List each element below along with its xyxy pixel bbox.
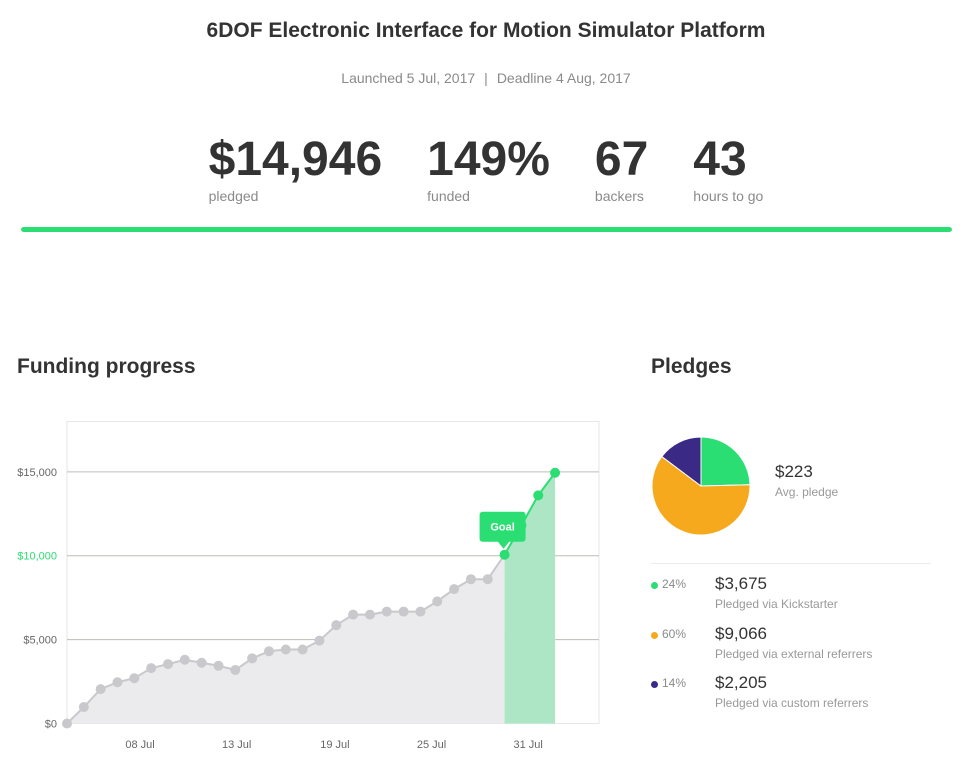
data-point[interactable] [95, 684, 106, 695]
date-separator: | [484, 70, 488, 86]
pie-slice[interactable] [661, 436, 702, 487]
data-point[interactable] [381, 606, 392, 617]
pledge-source-external: 60% $9,066 Pledged via external referrer… [651, 620, 941, 669]
data-point[interactable] [280, 644, 291, 655]
y-tick-label: $15,000 [17, 467, 57, 479]
data-point[interactable] [348, 609, 359, 620]
data-point[interactable] [162, 659, 173, 670]
data-point[interactable] [398, 606, 409, 617]
stat-value: 43 [693, 133, 747, 186]
pledges-pie-chart [651, 436, 751, 536]
launched-date: Launched 5 Jul, 2017 [341, 70, 476, 86]
data-point[interactable] [196, 657, 207, 668]
stat-value: $14,946 [208, 133, 383, 186]
stats-row: $14,946 pledged 149% funded 67 backers 4… [0, 133, 972, 205]
legend-percent: 24% [662, 577, 687, 591]
x-tick-label: 13 Jul [222, 739, 251, 751]
goal-label-pointer [497, 541, 510, 549]
pie-slice[interactable] [651, 456, 751, 536]
data-point[interactable] [314, 635, 325, 646]
campaign-dates: Launched 5 Jul, 2017 | Deadline 4 Aug, 201… [0, 70, 972, 86]
stat-value: 149% [427, 133, 550, 186]
pie-slice[interactable] [700, 436, 751, 487]
funding-progress-bar [21, 227, 952, 232]
pre-goal-area [67, 554, 505, 724]
goal-label: Goal [490, 522, 514, 534]
legend-percent: 14% [662, 676, 687, 690]
goal-data-point[interactable] [499, 549, 510, 560]
data-point[interactable] [432, 596, 443, 607]
x-tick-label: 19 Jul [320, 739, 349, 751]
data-point[interactable] [331, 620, 342, 631]
y-tick-label: $0 [45, 719, 57, 731]
funding-progress-chart: $0 $5,000 $10,000 $15,000 08 Jul 13 Jul 19 Jul… [17, 421, 600, 751]
stat-label: backers [594, 188, 644, 204]
legend-dot-icon [651, 582, 658, 589]
avg-pledge-value: $223 [775, 462, 813, 481]
pledges-heading: Pledges [651, 355, 732, 378]
y-tick-label: $10,000 [17, 551, 57, 563]
legend-dot-icon [651, 681, 658, 688]
legend-description: Pledged via custom referrers [715, 696, 869, 710]
stat-label: pledged [208, 188, 259, 204]
avg-pledge-label: Avg. pledge [775, 485, 839, 499]
data-point[interactable] [550, 467, 561, 478]
data-point[interactable] [112, 677, 123, 688]
deadline-date: Deadline 4 Aug, 2017 [496, 70, 631, 86]
funding-progress-fill [21, 227, 952, 232]
data-point[interactable] [247, 653, 258, 664]
legend-description: Pledged via external referrers [715, 646, 873, 661]
goal-marker: Goal [479, 511, 526, 549]
data-point[interactable] [129, 673, 140, 684]
data-point[interactable] [533, 490, 544, 501]
data-point[interactable] [449, 584, 460, 595]
legend-amount: $3,675 [715, 574, 767, 593]
stat-label: hours to go [693, 188, 764, 204]
stat-hours-to-go: 43 hours to go [693, 133, 764, 205]
data-point[interactable] [297, 644, 308, 655]
data-point[interactable] [263, 646, 274, 657]
stat-value: 67 [594, 133, 649, 186]
data-point[interactable] [62, 718, 72, 729]
legend-amount: $9,066 [715, 623, 767, 643]
stat-backers: 67 backers [594, 133, 649, 205]
stat-funded: 149% funded [427, 133, 550, 205]
pledge-source-custom: 14% $2,205 Pledged via custom referrers [651, 669, 941, 718]
pledge-source-kickstarter: 24% $3,675 Pledged via Kickstarter [651, 570, 941, 619]
goal-label-box [479, 511, 526, 542]
legend-description: Pledged via Kickstarter [715, 597, 838, 611]
data-point[interactable] [482, 574, 493, 585]
data-point[interactable] [78, 702, 89, 713]
legend-percent: 60% [662, 626, 687, 641]
data-point[interactable] [146, 663, 157, 674]
stat-label: funded [427, 188, 470, 204]
y-tick-label: $5,000 [23, 635, 57, 647]
data-point[interactable] [213, 660, 224, 671]
data-point[interactable] [465, 574, 476, 585]
x-tick-label: 31 Jul [513, 739, 542, 751]
data-point[interactable] [364, 609, 375, 620]
data-point[interactable] [179, 654, 190, 665]
x-tick-label: 08 Jul [125, 739, 154, 751]
page-title: 6DOF Electronic Interface for Motion Sim… [206, 19, 766, 42]
stat-pledged: $14,946 pledged [208, 133, 383, 205]
data-point[interactable] [230, 664, 241, 675]
legend-amount: $2,205 [715, 673, 767, 692]
x-tick-label: 25 Jul [417, 739, 446, 751]
data-point[interactable] [415, 606, 426, 617]
legend-dot-icon [651, 631, 658, 639]
pledges-divider [651, 563, 931, 564]
funding-progress-heading: Funding progress [17, 355, 196, 378]
